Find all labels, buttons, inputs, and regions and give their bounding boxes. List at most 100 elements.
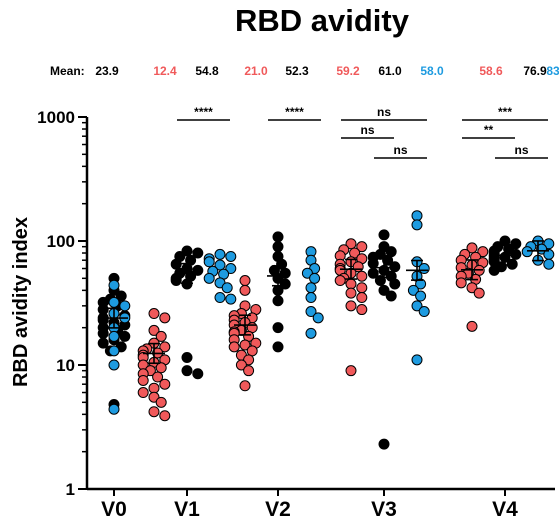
data-point-v0: [119, 300, 131, 312]
data-point-v1: [192, 368, 204, 380]
data-point-v4: [477, 246, 489, 258]
mean-values-row: 23.9 12.4 54.8 21.0 52.3 59.2 61.0 58.0 58.6 76.9…: [95, 64, 559, 78]
x-tick-label-v2: V2: [265, 498, 291, 521]
data-point-v2: [305, 327, 317, 339]
y-tick-label: 100: [47, 232, 75, 251]
data-point-v4: [543, 258, 555, 270]
data-point-v0: [108, 359, 120, 371]
data-point-v4: [466, 320, 478, 332]
data-point-v1: [225, 250, 237, 262]
significance-label: ns: [514, 143, 528, 157]
mean-value-v4: 76.9: [523, 64, 547, 78]
mean-value-v4: 58.6: [479, 64, 503, 78]
data-point-v1: [155, 396, 167, 408]
y-tick-label: 1000: [37, 108, 75, 127]
data-point-v3: [415, 290, 427, 302]
data-point-v3: [356, 241, 368, 253]
data-point-v1: [148, 324, 160, 336]
data-point-v1: [159, 410, 171, 422]
data-point-v3: [345, 287, 357, 299]
data-point-v4: [488, 264, 500, 276]
data-point-v0: [108, 345, 120, 357]
data-point-v1: [155, 330, 167, 342]
significance-label: **: [484, 123, 494, 137]
data-point-v0: [97, 327, 109, 339]
data-point-v2: [235, 359, 247, 371]
mean-value-v3: 59.2: [336, 64, 360, 78]
data-point-v3: [345, 365, 357, 377]
data-point-v4: [466, 282, 478, 294]
data-point-v2: [272, 295, 284, 307]
data-point-v1: [159, 341, 171, 353]
data-point-v1: [221, 282, 233, 294]
data-point-v1: [214, 248, 226, 260]
data-point-v2: [272, 284, 284, 296]
data-point-v0: [115, 290, 127, 302]
mean-value-v0: 23.9: [95, 64, 119, 78]
data-point-v3: [356, 292, 368, 304]
data-point-v3: [378, 284, 390, 296]
x-tick-label-v4: V4: [492, 498, 518, 521]
significance-label: ***: [498, 105, 512, 119]
significance-label: ****: [285, 105, 304, 119]
data-point-v2: [272, 341, 284, 353]
data-point-v2: [309, 272, 321, 284]
data-point-v3: [356, 270, 368, 282]
data-point-v1: [159, 378, 171, 390]
data-point-v0: [108, 296, 120, 308]
data-point-v3: [418, 263, 430, 275]
data-point-v1: [181, 351, 193, 363]
data-point-v1: [203, 256, 215, 268]
data-point-v3: [356, 282, 368, 294]
data-point-v1: [152, 371, 164, 383]
data-point-v1: [148, 308, 160, 320]
mean-value-v1: 12.4: [153, 64, 177, 78]
data-point-v2: [243, 365, 255, 377]
data-point-v1: [181, 365, 193, 377]
data-point-v3: [345, 238, 357, 250]
axes: 1 10 100 1000 V0 V1 V2 V3 V4: [37, 108, 555, 521]
data-point-v1: [155, 362, 167, 374]
data-point-v2: [272, 322, 284, 334]
x-tick-label-v0: V0: [101, 498, 127, 521]
data-point-v3: [389, 261, 401, 273]
y-tick-label: 1: [66, 480, 75, 499]
data-point-v3: [385, 290, 397, 302]
data-point-v1: [148, 406, 160, 418]
data-point-v1: [170, 275, 182, 287]
data-point-v2: [305, 292, 317, 304]
significance-label: ns: [360, 123, 374, 137]
data-point-v3: [378, 438, 390, 450]
data-point-v3: [411, 219, 423, 231]
data-point-v4: [473, 287, 485, 299]
data-point-v3: [411, 354, 423, 366]
data-point-v2: [312, 312, 324, 324]
data-point-v2: [239, 275, 251, 287]
mean-value-v2: 21.0: [244, 64, 268, 78]
data-point-v4: [466, 242, 478, 254]
data-point-v3: [356, 304, 368, 316]
chart-title: RBD avidity: [235, 3, 410, 38]
mean-value-v4: 83.4: [546, 64, 559, 78]
significance-label: ****: [194, 105, 213, 119]
data-point-v3: [389, 278, 401, 290]
data-point-v2: [305, 306, 317, 318]
data-point-v1: [225, 263, 237, 275]
data-point-v2: [305, 282, 317, 294]
y-tick-label: 10: [56, 356, 75, 375]
data-point-v0: [108, 403, 120, 415]
data-point-v2: [239, 339, 251, 351]
data-point-v2: [272, 231, 284, 243]
data-point-v1: [137, 387, 149, 399]
significance-label: ns: [393, 143, 407, 157]
data-point-v1: [225, 293, 237, 305]
data-point-v0: [119, 330, 131, 342]
x-tick-label-v1: V1: [174, 498, 200, 521]
data-point-v2: [239, 284, 251, 296]
mean-value-v3: 58.0: [420, 64, 444, 78]
data-point-v1: [203, 272, 215, 284]
mean-prefix-label: Mean:: [50, 64, 85, 78]
data-point-v1: [181, 245, 193, 257]
data-point-v2: [272, 241, 284, 253]
